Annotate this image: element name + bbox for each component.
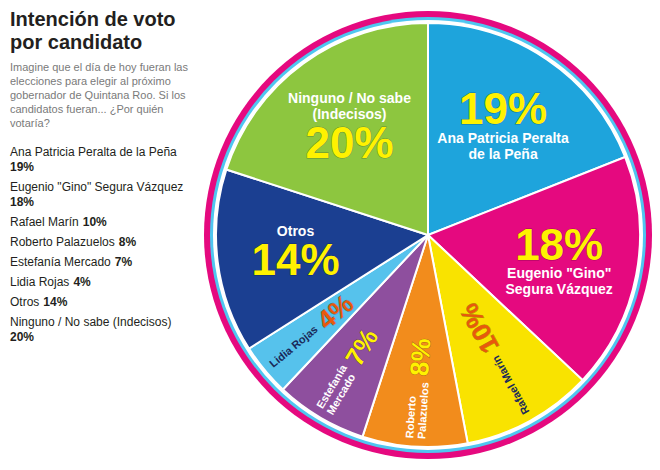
candidate-list-name: Roberto Palazuelos — [10, 235, 115, 249]
candidate-list-name: Otros — [10, 295, 39, 309]
slice-name-line: Lidia Rojas — [267, 323, 320, 370]
pie-group: 19%Ana Patricia Peraltade la Peña 18%Euge… — [204, 11, 652, 459]
slice-name-line: Palazuelos — [415, 382, 431, 440]
subtitle-line: Imagine que el día de hoy fueran las — [10, 61, 188, 73]
slice-small-label: RobertoPalazuelos 8% — [400, 337, 436, 439]
title-line: por candidato — [10, 31, 142, 53]
candidate-list-name: Rafael Marín — [10, 215, 79, 229]
candidate-list-item: Ana Patricia Peralta de la Peña19% — [10, 145, 177, 174]
slice-value-label: 14% — [251, 235, 339, 284]
subtitle-line: gobernador de Quintana Roo. Si los — [10, 89, 186, 101]
subtitle-line: candidatos fueran... ¿Por quién — [10, 103, 163, 115]
slice-name-line: Eugenio "Gino" — [507, 265, 611, 281]
candidate-list-name: Ana Patricia Peralta de la Peña — [10, 145, 177, 159]
slice-labels: 19%Ana Patricia Peraltade la Peña 18%Euge… — [251, 84, 612, 440]
candidate-list-value: 19% — [10, 160, 34, 174]
slice-name-label: RobertoPalazuelos — [403, 381, 431, 439]
slice-name-line: Rafael Marín — [489, 353, 531, 416]
outer-ring — [204, 11, 652, 459]
slice-name-line: Mercado — [324, 371, 357, 416]
slice-name-line: Ninguno / No sabe — [288, 90, 411, 106]
title: Intención de votopor candidato — [10, 8, 176, 53]
candidate-list-name: Estefanía Mercado — [10, 255, 111, 269]
candidate-list-value: 18% — [10, 195, 34, 209]
candidate-list-value: 8% — [119, 235, 137, 249]
slice-name-label: Rafael Marín — [489, 353, 531, 416]
slice-small-label: Lidia Rojas4% — [261, 288, 359, 376]
slice-value-label: 10% — [454, 298, 505, 358]
candidate-list-value: 10% — [83, 215, 107, 229]
slice-value-label: 4% — [311, 288, 359, 335]
candidate-list-value: 7% — [115, 255, 133, 269]
candidate-list-name: Eugenio "Gino" Segura Vázquez — [10, 180, 183, 194]
slices — [216, 23, 640, 447]
slice-name-label: Ninguno / No sabe(Indecisos) — [288, 90, 411, 122]
candidate-list-item: Eugenio "Gino" Segura Vázquez18% — [10, 180, 183, 209]
candidate-list-value: 14% — [43, 295, 67, 309]
candidate-list-item: Roberto Palazuelos 8% — [10, 235, 136, 249]
candidate-list-item: Ninguno / No sabe (Indecisos)20% — [10, 315, 171, 344]
slice-name-label: Lidia Rojas — [267, 323, 320, 370]
slice-value-label: 18% — [515, 220, 603, 269]
candidate-list-item: Estefanía Mercado 7% — [10, 255, 132, 269]
pie-chart: Intención de votopor candidato Imagine qu… — [0, 0, 660, 470]
slice-value-label: 19% — [459, 84, 547, 133]
subtitle-line: elecciones para elegir al próximo — [10, 75, 171, 87]
slice-name-line: de la Peña — [468, 146, 537, 162]
slice — [226, 23, 428, 235]
ring-gap — [213, 20, 643, 450]
slice-name-label: Eugenio "Gino"Segura Vázquez — [506, 265, 613, 297]
slice-value-label: 7% — [339, 323, 384, 371]
subtitle-line: votaría? — [10, 117, 50, 129]
candidate-list-name: Ninguno / No sabe (Indecisos) — [10, 315, 171, 329]
slice-small-label: Rafael Marín10% — [454, 298, 540, 421]
candidate-list-item: Rafael Marín 10% — [10, 215, 107, 229]
slice-value-label: 20% — [305, 118, 393, 167]
slice-name-line: Ana Patricia Peralta — [437, 130, 569, 146]
inner-ring — [210, 17, 646, 453]
slice-name-label: EstefaníaMercado — [314, 362, 360, 417]
candidate-list-item: Otros 14% — [10, 295, 68, 309]
title-line: Intención de voto — [10, 8, 176, 30]
slice-name-line: Segura Vázquez — [506, 281, 613, 297]
candidate-list-value: 20% — [10, 330, 34, 344]
slice-value-label: 8% — [404, 337, 436, 376]
candidate-list-name: Lidia Rojas — [10, 275, 69, 289]
subtitle: Imagine que el día de hoy fueran las elec… — [10, 61, 188, 129]
slice-small-label: EstefaníaMercado7% — [311, 323, 384, 418]
candidate-list-value: 4% — [73, 275, 91, 289]
candidate-list-item: Lidia Rojas 4% — [10, 275, 91, 289]
slice-name-label: Ana Patricia Peraltade la Peña — [437, 130, 569, 162]
